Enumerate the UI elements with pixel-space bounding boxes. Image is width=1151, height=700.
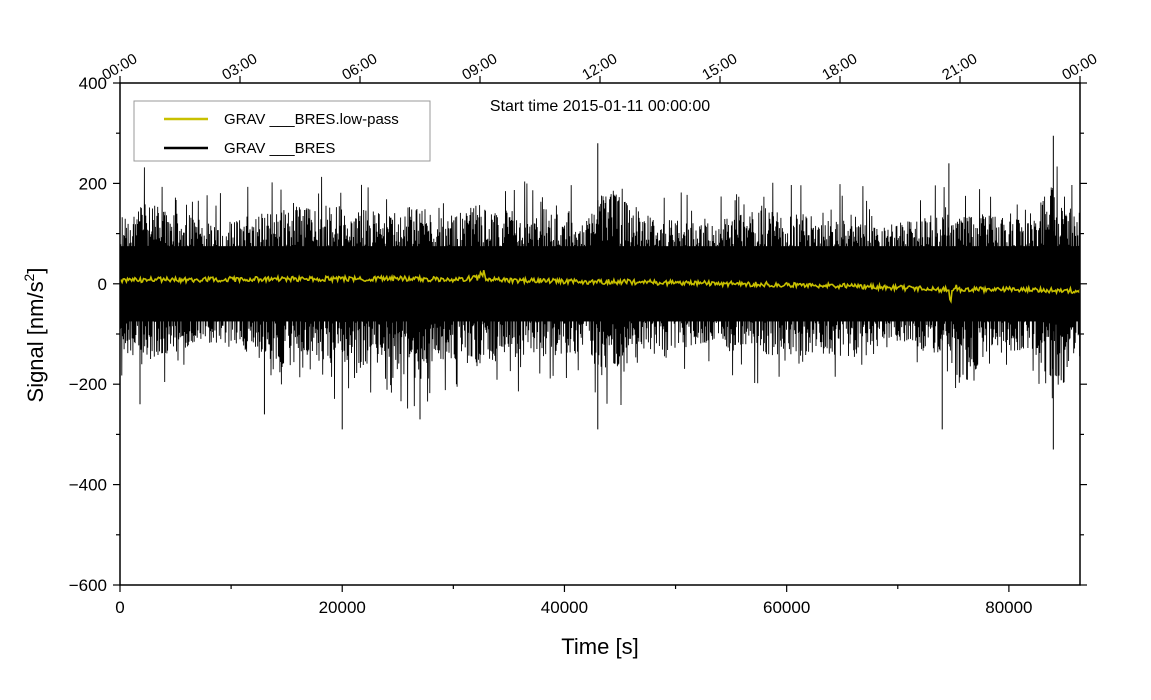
y-tick-label-0: −600	[69, 576, 107, 595]
chart-title: Start time 2015-01-11 00:00:00	[490, 98, 710, 115]
series-raw-core	[120, 246, 1080, 322]
y-tick-label-4: 200	[79, 174, 107, 193]
y-axis-label-main: Signal [nm/s	[23, 281, 48, 402]
legend-label-lowpass: GRAV ___BRES.low-pass	[224, 111, 399, 128]
legend-box	[133, 100, 431, 162]
y-tick-label-3: 0	[98, 275, 107, 294]
x-tick-label-2: 40000	[541, 598, 588, 617]
x-axis-label: Time [s]	[561, 634, 638, 659]
series-lowpass-line	[119, 270, 1081, 304]
y-axis-label-tail: ]	[23, 268, 48, 274]
x-tick-label-4: 80000	[985, 598, 1032, 617]
plot-layer	[119, 135, 1081, 450]
legend: GRAV ___BRES.low-pass GRAV ___BRES	[133, 100, 431, 162]
x-tick-label-0: 0	[115, 598, 124, 617]
y-tick-label-1: −400	[69, 476, 107, 495]
x-tick-label-3: 60000	[763, 598, 810, 617]
y-axis-label-sup: 2	[21, 273, 37, 281]
y-tick-label-2: −200	[69, 375, 107, 394]
y-axis-label: Signal [nm/s2]	[21, 268, 48, 403]
y-tick-label-5: 400	[79, 74, 107, 93]
legend-label-raw: GRAV ___BRES	[224, 140, 335, 157]
x-tick-label-1: 20000	[319, 598, 366, 617]
